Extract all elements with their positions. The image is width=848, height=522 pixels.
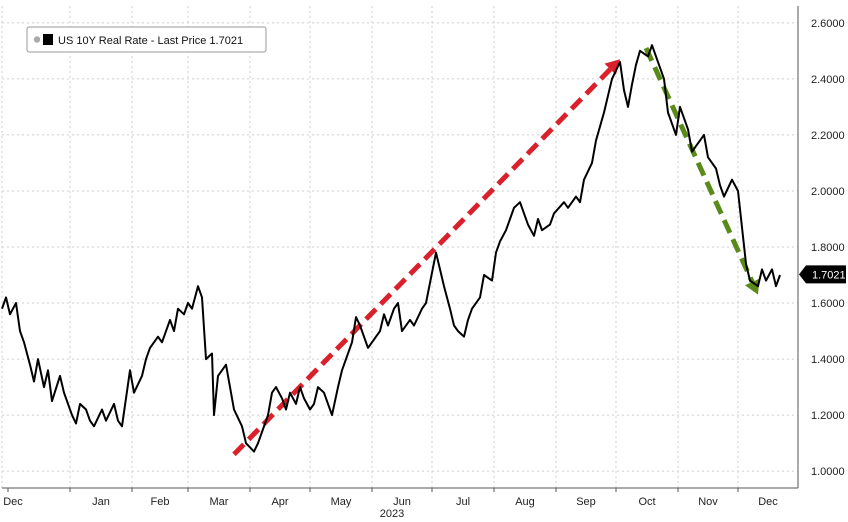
- x-tick-label: Sep: [576, 496, 596, 508]
- y-tick-label: 1.6000: [811, 298, 845, 310]
- x-tick-label: May: [331, 496, 352, 508]
- legend: US 10Y Real Rate - Last Price 1.7021: [26, 26, 267, 53]
- x-tick-label: Aug: [515, 496, 535, 508]
- x-tick-label: Jan: [92, 496, 110, 508]
- y-axis: 1.0000 1.2000 1.4000 1.6000 1.8000 2.0000 2.20…: [797, 6, 845, 488]
- legend-box: [26, 26, 267, 53]
- x-tick-label: Dec: [758, 496, 778, 508]
- last-price-label: 1.7021: [812, 269, 846, 281]
- series-line: [1, 44, 781, 453]
- y-tick-label: 1.2000: [811, 410, 845, 422]
- x-tick-label: Oct: [638, 496, 655, 508]
- uptrend-arrow-shaft: [232, 67, 613, 457]
- y-tick-label: 1.4000: [811, 354, 845, 366]
- y-tick-label: 2.2000: [811, 130, 845, 142]
- x-tick-label: Jun: [393, 496, 411, 508]
- downtrend-arrow-shaft: [643, 47, 755, 283]
- x-tick-label: Jul: [456, 496, 470, 508]
- x-axis: Dec Jan Feb Mar Apr May Jun Jul Aug Sep Oct Nov Dec: [2, 487, 798, 508]
- series-layer: [1, 44, 781, 453]
- y-tick-label: 2.0000: [811, 186, 845, 198]
- x-tick-label: Dec: [3, 496, 23, 508]
- y-tick-label: 1.0000: [811, 466, 845, 478]
- x-axis-year-label: 2023: [380, 508, 404, 520]
- x-tick-label: Feb: [151, 496, 170, 508]
- x-tick-label: Apr: [271, 496, 288, 508]
- y-tick-label: 1.8000: [811, 242, 845, 254]
- legend-label: US 10Y Real Rate - Last Price 1.7021: [58, 35, 243, 47]
- x-tick-label: Mar: [210, 496, 229, 508]
- last-price-badge-shape: [799, 265, 846, 284]
- last-price-badge: 1.7021: [799, 265, 846, 284]
- x-tick-label: Nov: [698, 496, 718, 508]
- downtrend-arrow-head-icon: [744, 278, 760, 295]
- y-tick-label: 2.6000: [811, 18, 845, 30]
- legend-circle-icon: [33, 36, 41, 43]
- legend-series-swatch-icon: [43, 34, 53, 45]
- y-tick-label: 2.4000: [811, 74, 845, 86]
